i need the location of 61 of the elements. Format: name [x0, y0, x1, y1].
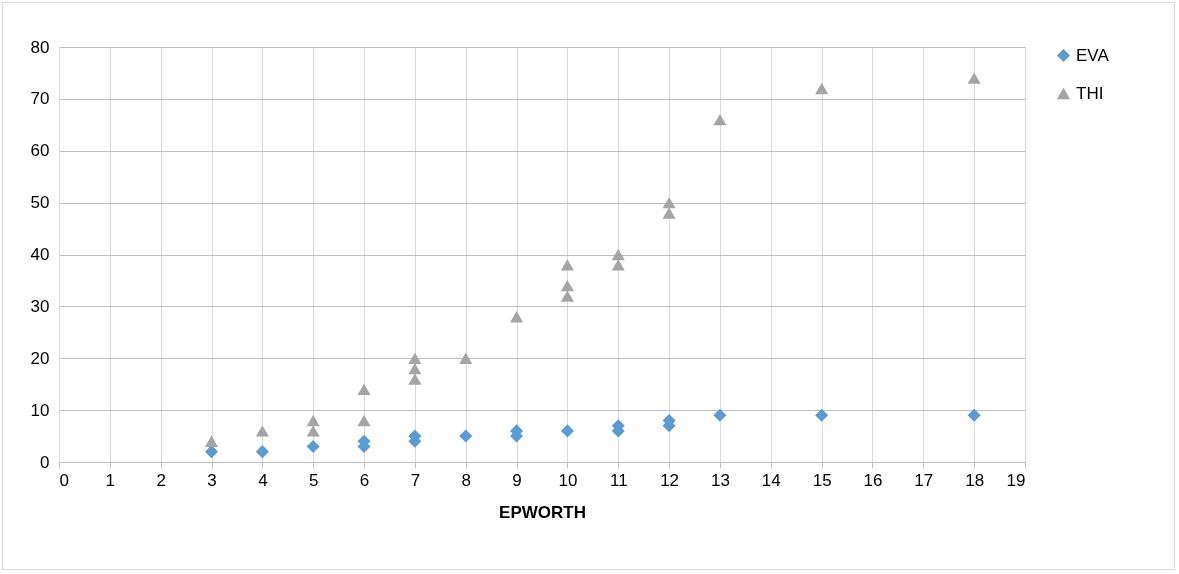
y-tick-label: 60	[30, 141, 50, 161]
x-tick-label: 19	[1006, 470, 1026, 490]
x-tick-label: 4	[258, 470, 268, 490]
x-tick-label: 3	[207, 470, 217, 490]
point	[815, 408, 829, 422]
legend-label: THI	[1076, 83, 1104, 103]
x-tick-label: 13	[710, 470, 730, 490]
point	[205, 435, 219, 447]
x-tick-label: 16	[863, 470, 883, 490]
legend-label: EVA	[1076, 45, 1110, 65]
y-tick-label: 50	[30, 193, 50, 213]
point	[967, 408, 981, 422]
x-tick-label: 14	[761, 470, 781, 490]
point	[255, 445, 269, 459]
point	[357, 383, 371, 396]
x-axis-title: EPWORTH	[499, 502, 586, 522]
point	[510, 311, 524, 323]
x-tick-label: 8	[461, 470, 471, 490]
y-tick-label: 30	[30, 296, 50, 316]
x-tick-label: 1	[105, 470, 116, 490]
point	[408, 362, 422, 375]
point	[560, 424, 574, 438]
x-tick-label: 2	[156, 470, 166, 490]
y-tick-label: 70	[30, 89, 50, 109]
point	[815, 82, 829, 95]
point	[662, 207, 676, 219]
point	[662, 196, 676, 209]
point	[205, 445, 219, 459]
x-tick-label: 5	[308, 470, 319, 490]
point	[306, 425, 320, 437]
point	[713, 113, 727, 126]
point	[560, 279, 574, 292]
x-tick-label: 11	[609, 470, 628, 490]
y-tick-label: 10	[30, 400, 50, 420]
point	[459, 429, 473, 443]
x-tick-label: 10	[558, 470, 578, 490]
point	[408, 352, 422, 364]
y-tick-label: 80	[30, 37, 50, 57]
x-tick-label: 9	[512, 470, 522, 490]
point	[560, 290, 574, 302]
point	[306, 414, 320, 427]
point	[306, 439, 320, 453]
point	[611, 248, 625, 261]
y-tick-label: 20	[30, 348, 50, 368]
y-tick-label: 0	[40, 452, 50, 472]
point	[967, 72, 981, 84]
point	[255, 425, 269, 437]
x-tick-label: 15	[812, 470, 832, 490]
x-tick-label: 6	[359, 470, 370, 490]
point	[713, 408, 727, 422]
point	[357, 414, 371, 427]
x-tick-label: 0	[59, 470, 69, 490]
x-tick-label: 12	[660, 470, 680, 490]
x-tick-label: 7	[410, 470, 421, 490]
x-tick-label: 18	[965, 470, 985, 490]
point	[408, 373, 422, 385]
y-tick-label: 40	[30, 245, 50, 264]
point	[611, 259, 625, 271]
point	[560, 259, 574, 271]
x-tick-label: 17	[914, 470, 934, 490]
point	[459, 352, 473, 364]
